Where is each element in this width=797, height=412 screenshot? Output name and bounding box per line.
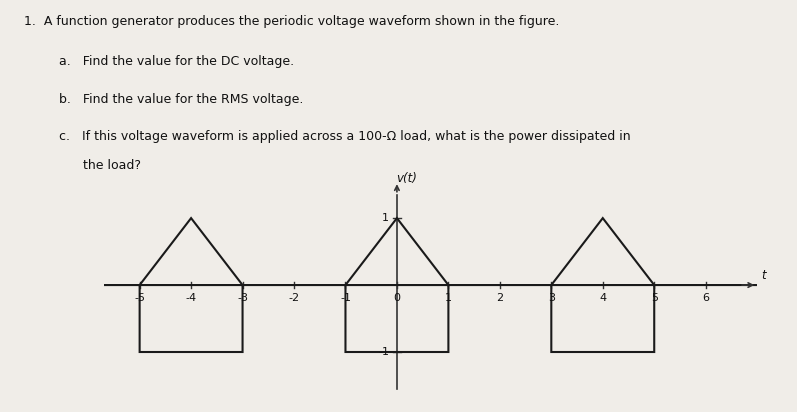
Text: -5: -5 xyxy=(134,293,145,303)
Text: v(t): v(t) xyxy=(396,172,417,185)
Text: 0: 0 xyxy=(394,293,400,303)
Text: -2: -2 xyxy=(289,293,300,303)
Text: 4: 4 xyxy=(599,293,607,303)
Text: 5: 5 xyxy=(650,293,658,303)
Text: 1: 1 xyxy=(383,213,389,223)
Text: the load?: the load? xyxy=(59,159,141,171)
Text: 2: 2 xyxy=(497,293,504,303)
Text: -3: -3 xyxy=(237,293,248,303)
Text: a.   Find the value for the DC voltage.: a. Find the value for the DC voltage. xyxy=(59,55,294,68)
Text: -1: -1 xyxy=(379,347,389,357)
Text: 1: 1 xyxy=(445,293,452,303)
Text: c.   If this voltage waveform is applied across a 100-Ω load, what is the power : c. If this voltage waveform is applied a… xyxy=(59,130,630,143)
Text: 6: 6 xyxy=(702,293,709,303)
Text: -1: -1 xyxy=(340,293,351,303)
Text: 3: 3 xyxy=(548,293,555,303)
Text: 1.  A function generator produces the periodic voltage waveform shown in the fig: 1. A function generator produces the per… xyxy=(24,14,559,28)
Text: -4: -4 xyxy=(186,293,197,303)
Text: t: t xyxy=(761,269,766,282)
Text: b.   Find the value for the RMS voltage.: b. Find the value for the RMS voltage. xyxy=(59,93,303,106)
